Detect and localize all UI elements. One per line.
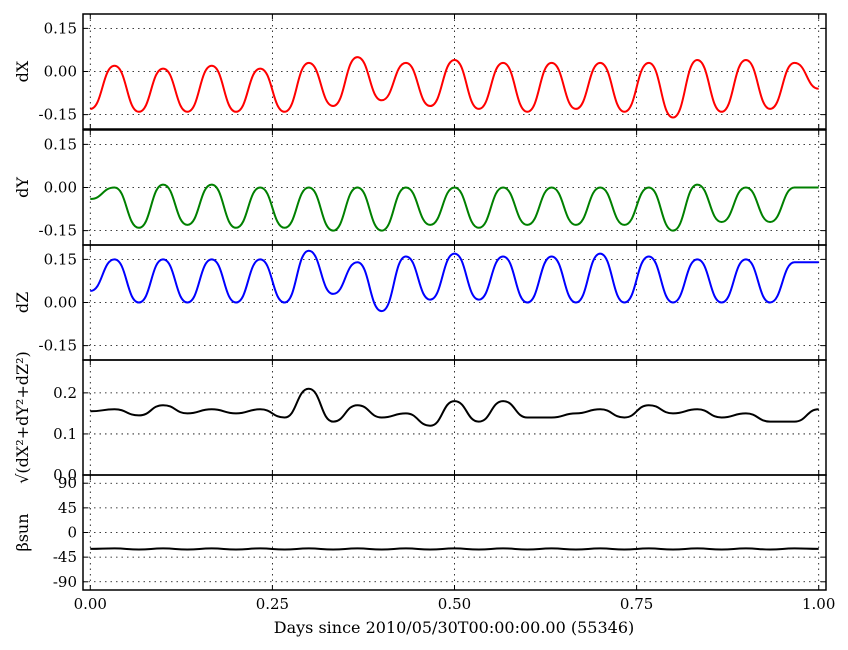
y-axis-label: dZ — [13, 292, 32, 313]
y-axis-label: √(dX²+dY²+dZ²) — [13, 351, 32, 484]
y-tick-label: 0.00 — [44, 63, 77, 81]
series-line-panel-2 — [90, 183, 819, 232]
y-tick-label: -0.15 — [39, 337, 77, 355]
x-tick-label: 0.25 — [256, 595, 289, 613]
x-tick-label: 0.50 — [438, 595, 471, 613]
x-tick-label: 0.75 — [620, 595, 653, 613]
y-axis-label: dY — [13, 177, 32, 198]
y-tick-label: -45 — [53, 548, 77, 566]
y-tick-label: 0 — [67, 524, 77, 542]
x-tick-label: 0.00 — [74, 595, 107, 613]
x-axis-label: Days since 2010/05/30T00:00:00.00 (55346… — [274, 618, 635, 637]
y-tick-label: -0.15 — [39, 106, 77, 124]
panel-frame — [82, 474, 827, 591]
panel-frame — [82, 13, 827, 130]
series-line-panel-1 — [89, 56, 819, 119]
panel-1: 0.15 0.00 -0.15 dX — [13, 13, 827, 130]
series-line-panel-3 — [90, 249, 819, 313]
y-tick-label: 0.00 — [44, 294, 77, 312]
panel-5: 90 45 0 -45 -90 βsun — [13, 474, 827, 591]
panels-group: 0.150.00-0.15dX0.150.00-0.15dY0.150.00-0… — [13, 13, 827, 591]
y-tick-label: 90 — [58, 474, 77, 492]
panel-4: 0.2 0.1 0.0 √(dX²+dY²+dZ²) — [13, 351, 827, 484]
y-tick-label: 0.1 — [53, 425, 77, 443]
panel-3: 0.15 0.00 -0.15 dZ — [13, 244, 827, 361]
y-axis-label: βsun — [13, 513, 32, 551]
y-tick-label: 0.15 — [44, 135, 77, 153]
y-tick-label: 45 — [58, 499, 77, 517]
y-tick-label: 0.00 — [44, 179, 77, 197]
x-tick-label: 1.00 — [802, 595, 835, 613]
y-axis-label: dX — [13, 60, 32, 82]
y-tick-label: 0.0 — [53, 466, 77, 484]
x-axis-ticks: 0.00 0.25 0.50 0.75 1.00 — [74, 595, 836, 613]
series-line-panel-5 — [90, 547, 819, 551]
y-tick-label: 0.2 — [53, 384, 77, 402]
y-tick-label: 0.15 — [44, 19, 77, 37]
y-tick-label: 0.15 — [44, 250, 77, 268]
y-tick-label: -90 — [53, 573, 77, 591]
panel-2: 0.15 0.00 -0.15 dY — [13, 129, 827, 246]
series-line-panel-4 — [90, 387, 819, 427]
y-tick-label: -0.15 — [39, 222, 77, 240]
